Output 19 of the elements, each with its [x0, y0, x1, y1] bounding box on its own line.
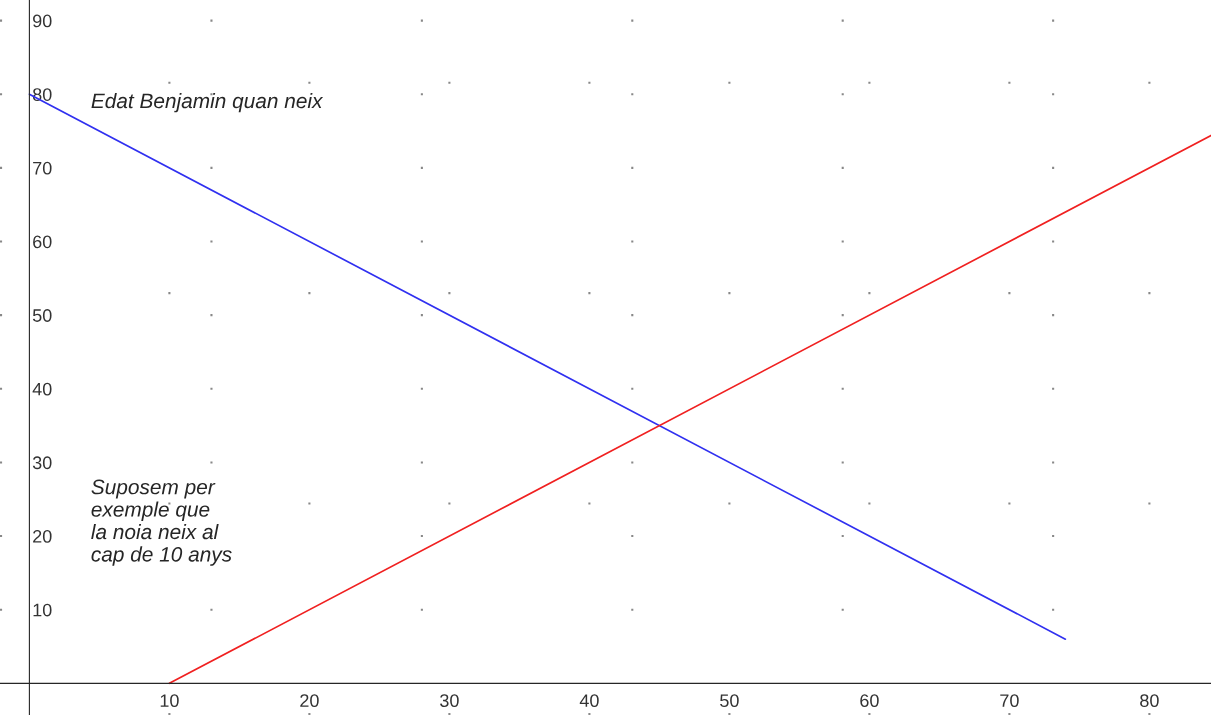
x-tick-label: 10 — [160, 694, 179, 708]
y-tick-label: 70 — [33, 161, 52, 175]
x-tick-label: 70 — [1000, 694, 1019, 708]
y-tick-label: 60 — [33, 235, 52, 249]
y-tick-label: 80 — [32, 88, 52, 101]
x-tick-label: 40 — [579, 694, 599, 708]
x-tick-label: 60 — [860, 694, 879, 708]
x-tick-label: 80 — [1140, 694, 1159, 708]
annotation: Edat Benjamin quan neix — [91, 92, 324, 113]
x-tick-label: 20 — [300, 694, 319, 708]
y-tick-label: 40 — [32, 382, 52, 396]
x-tick-label: 30 — [440, 694, 459, 708]
y-tick-label: 10 — [33, 603, 52, 617]
y-tick-label: 20 — [33, 530, 52, 543]
y-tick-label: 30 — [32, 456, 52, 470]
y-tick-label: 90 — [33, 14, 52, 28]
annotation: Suposem per exemple que la noia neix al cap de 10 anys — [91, 479, 232, 566]
x-tick-label: 50 — [720, 694, 739, 708]
y-tick-label: 50 — [32, 309, 52, 322]
